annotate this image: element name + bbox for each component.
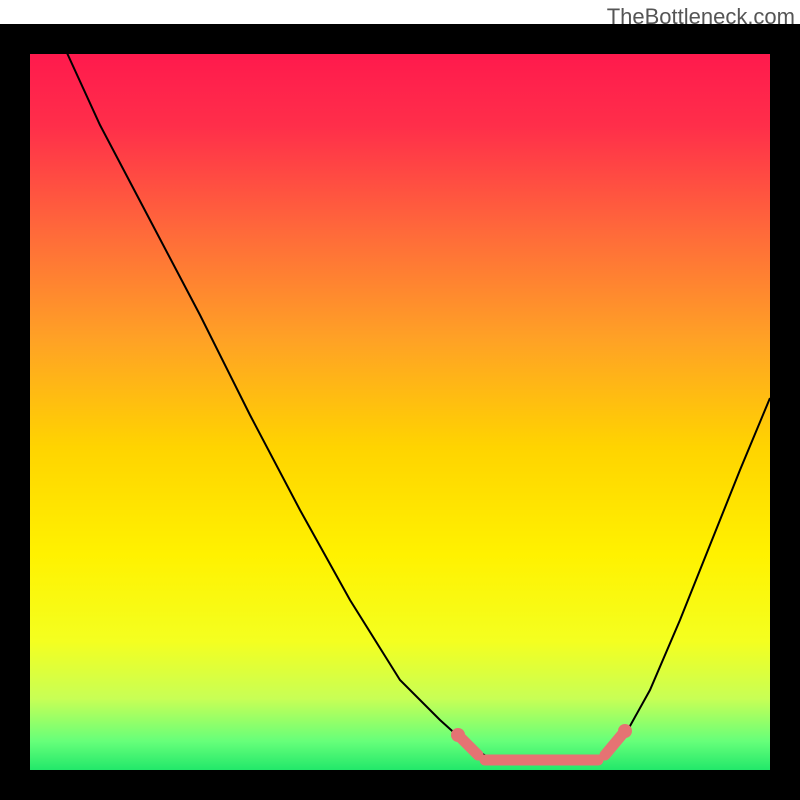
chart-svg [0, 0, 800, 800]
gradient-plot-area [30, 54, 770, 770]
chart-container: TheBottleneck.com [0, 0, 800, 800]
